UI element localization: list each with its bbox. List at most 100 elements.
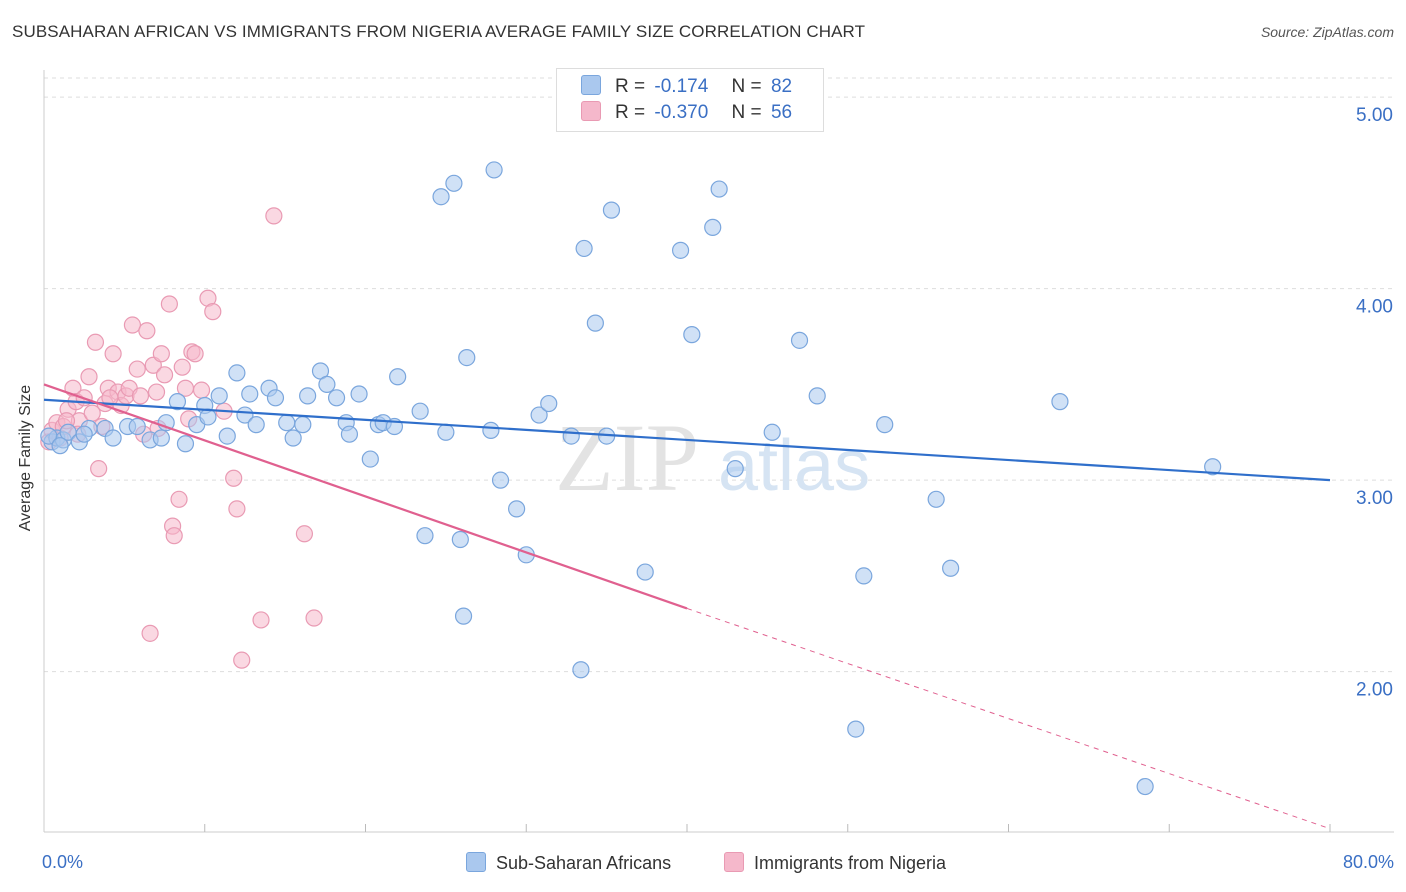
subsaharan-point: [562, 427, 580, 445]
subsaharan-point: [437, 423, 455, 441]
subsaharan-point: [491, 471, 510, 489]
legend-r-label: R =: [615, 76, 646, 97]
legend-n-value: 56: [770, 102, 793, 123]
nigeria-trend-line: [43, 383, 688, 610]
subsaharan-point: [318, 375, 336, 393]
bottom-legend-swatch-blue: [466, 852, 486, 872]
subsaharan-point: [636, 563, 654, 581]
nigeria-point: [131, 387, 150, 405]
subsaharan-point: [530, 406, 548, 424]
subsaharan-point: [482, 421, 500, 439]
subsaharan-point: [228, 364, 246, 382]
subsaharan-point: [104, 429, 122, 447]
bottom-legend-label: Immigrants from Nigeria: [754, 853, 947, 873]
legend-row-subsaharan: R = -0.174 N = 82: [581, 75, 792, 99]
subsaharan-point: [683, 326, 701, 344]
nigeria-point: [192, 381, 211, 399]
subsaharan-point: [876, 416, 894, 434]
subsaharan-point: [847, 720, 865, 738]
nigeria-point: [128, 360, 146, 378]
nigeria-point: [252, 611, 270, 629]
subsaharan-point: [218, 427, 236, 445]
nigeria-point: [228, 500, 246, 518]
nigeria-point: [305, 609, 323, 627]
legend-r-value: -0.174: [654, 76, 709, 97]
subsaharan-point: [942, 559, 960, 577]
trend-lines: [43, 383, 1331, 830]
y-tick-label: 5.00: [1356, 105, 1393, 126]
nigeria-point: [138, 322, 156, 340]
subsaharan-point: [445, 174, 463, 192]
legend-r-label: R =: [615, 102, 646, 123]
nigeria-point: [225, 469, 243, 487]
watermark-zip: ZIP: [555, 404, 699, 511]
x-tick-label-min: 0.0%: [42, 852, 84, 872]
subsaharan-point: [586, 314, 604, 332]
nigeria-point: [165, 527, 183, 545]
subsaharan-point: [671, 241, 690, 259]
correlation-legend: R = -0.174 N = 82 R = -0.370 N = 56: [556, 68, 824, 132]
subsaharan-point: [454, 607, 473, 625]
nigeria-point: [101, 389, 119, 407]
legend-swatch-blue: [581, 75, 601, 95]
subsaharan-point: [51, 437, 69, 455]
bottom-legend-nigeria: Immigrants from Nigeria: [724, 852, 946, 874]
subsaharan-point: [294, 416, 312, 434]
subsaharan-point: [128, 417, 146, 436]
legend-row-nigeria: R = -0.370 N = 56: [581, 101, 792, 125]
bottom-legend-subsaharan: Sub-Saharan Africans: [466, 852, 671, 874]
subsaharan-point: [40, 427, 58, 445]
nigeria-point: [152, 345, 170, 363]
nigeria-point: [80, 368, 98, 386]
y-tick-labels: 2.00 3.00 4.00 5.00: [1356, 105, 1393, 701]
bottom-legend-swatch-pink: [724, 852, 744, 872]
x-ticks: [204, 824, 1331, 832]
nigeria-point: [233, 651, 251, 669]
nigeria-point: [186, 345, 204, 363]
subsaharan-point: [389, 368, 407, 386]
nigeria-point: [265, 207, 283, 225]
subsaharan-point: [278, 414, 296, 432]
subsaharan-point: [458, 348, 476, 367]
subsaharan-point: [152, 429, 170, 447]
nigeria-point: [141, 624, 159, 642]
subsaharan-point: [451, 530, 469, 549]
watermark: ZIP atlas: [555, 404, 870, 511]
source-credit: Source: ZipAtlas.com: [1260, 24, 1394, 40]
y-tick-label: 2.00: [1356, 680, 1393, 701]
subsaharan-point: [411, 402, 429, 420]
subsaharan-point: [855, 567, 873, 585]
bottom-legend-label: Sub-Saharan Africans: [496, 853, 672, 873]
nigeria-point: [170, 490, 188, 508]
subsaharan-point: [432, 188, 450, 206]
nigeria-point: [123, 316, 142, 334]
subsaharan-point: [710, 180, 728, 198]
nigeria-point: [204, 303, 222, 321]
subsaharan-point: [75, 425, 93, 443]
subsaharan-point: [726, 460, 744, 478]
nigeria-trend-extension: [686, 607, 1331, 830]
subsaharan-point: [284, 429, 302, 447]
nigeria-point: [160, 295, 178, 313]
subsaharan-trend-line: [43, 398, 1331, 482]
nigeria-point: [147, 383, 166, 401]
subsaharan-point: [168, 393, 187, 411]
legend-n-value: 82: [770, 76, 793, 97]
nigeria-point: [173, 358, 191, 376]
subsaharan-point: [704, 218, 722, 236]
subsaharan-point: [176, 435, 195, 453]
subsaharan-point: [361, 450, 379, 468]
subsaharan-point: [266, 389, 285, 407]
legend-r-value: -0.370: [654, 102, 709, 123]
nigeria-point: [104, 345, 122, 363]
subsaharan-point: [602, 201, 621, 219]
subsaharan-point: [241, 385, 259, 403]
subsaharan-point: [350, 385, 368, 403]
subsaharan-point: [247, 416, 265, 434]
subsaharan-point: [572, 661, 590, 679]
subsaharan-point: [299, 387, 317, 405]
subsaharan-point: [1051, 393, 1069, 411]
subsaharan-point: [808, 387, 826, 405]
subsaharan-point: [763, 423, 781, 441]
